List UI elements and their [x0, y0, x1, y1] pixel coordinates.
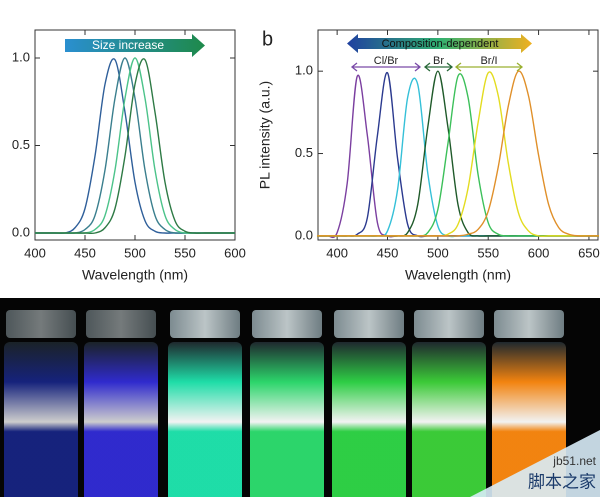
vial-body: [332, 342, 406, 502]
watermark-url: jb51.net: [552, 454, 596, 468]
y-axis-label: PL intensity (a.u.): [257, 81, 273, 189]
arrow-label: Composition-dependent: [382, 38, 499, 50]
vial-body: [168, 342, 242, 502]
x-tick-label: 550: [174, 245, 196, 260]
x-axis-label: Wavelength (nm): [405, 267, 511, 283]
y-tick-label: 0.5: [295, 145, 313, 160]
vial-cap: [414, 310, 484, 338]
vial-body: [84, 342, 158, 502]
size-arrow: [65, 34, 205, 57]
vial-body: [412, 342, 486, 502]
vial-cap: [6, 310, 76, 338]
series-line: [316, 74, 600, 239]
x-tick-label: 500: [124, 245, 146, 260]
x-tick-label: 600: [224, 245, 246, 260]
group-label: Br/I: [480, 55, 497, 67]
vial-cap: [170, 310, 240, 338]
group-label: Br: [433, 55, 444, 67]
x-tick-label: 450: [74, 245, 96, 260]
series-line: [35, 58, 235, 235]
series-line: [316, 72, 600, 238]
series-line: [316, 73, 600, 237]
x-tick-label: 400: [24, 245, 46, 260]
vial-body: [250, 342, 324, 502]
composition-arrow: [347, 34, 532, 53]
group-arrow: [454, 62, 524, 72]
plot-frame: [317, 29, 599, 241]
group-arrow: [423, 62, 454, 72]
vial-cap: [334, 310, 404, 338]
vial-body: [4, 342, 78, 502]
x-tick-label: 600: [528, 245, 550, 260]
watermark: jb51.net 脚本之家: [470, 430, 600, 497]
series-line: [316, 71, 600, 237]
x-tick-label: 650: [578, 245, 600, 260]
series-line: [316, 70, 600, 237]
watermark-name: 脚本之家: [528, 472, 596, 491]
y-tick-label: 0.0: [295, 227, 313, 242]
panel-label: b: [262, 28, 273, 50]
x-tick-label: 400: [326, 245, 348, 260]
vial-cap: [494, 310, 564, 338]
charts: 400 450 500 550 600 0.0 0.5 1.0 Wavelength (nm) S…: [12, 28, 600, 282]
y-tick-label: 1.0: [295, 63, 313, 78]
x-tick-label: 550: [477, 245, 499, 260]
plot-frame: [34, 29, 236, 241]
series-line: [316, 70, 600, 237]
group-arrow: [350, 62, 422, 72]
x-axis-label: Wavelength (nm): [82, 267, 188, 283]
y-tick-label: 1.0: [12, 49, 30, 64]
series-line: [316, 77, 600, 238]
vial-cap: [86, 310, 156, 338]
arrow-label: Size increase: [92, 38, 164, 52]
vial-cap: [252, 310, 322, 338]
y-tick-label: 0.5: [12, 137, 30, 152]
x-tick-label: 500: [427, 245, 449, 260]
y-tick-label: 0.0: [12, 224, 30, 239]
group-label: Cl/Br: [374, 55, 399, 67]
x-tick-label: 450: [377, 245, 399, 260]
vial-photo: [0, 298, 600, 502]
